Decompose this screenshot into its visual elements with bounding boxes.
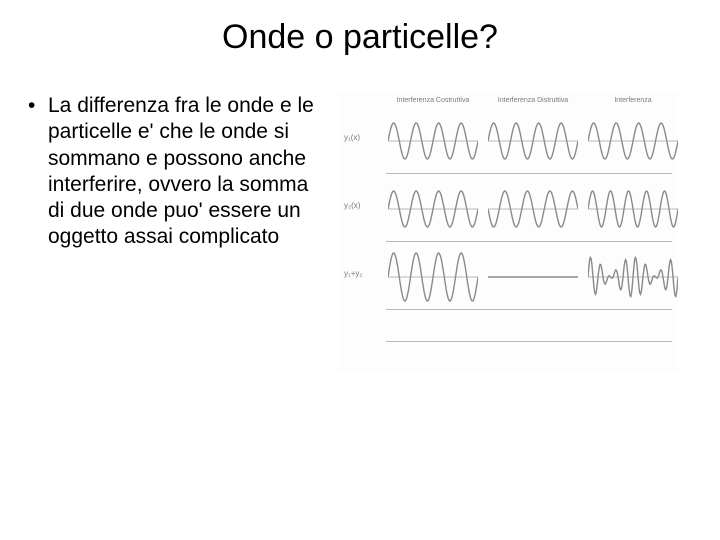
wave-panel	[388, 251, 478, 303]
figure-column-label: Interferenza	[588, 97, 678, 104]
bullet-text: La differenza fra le onde e le particell…	[48, 93, 328, 251]
content-area: • La differenza fra le onde e le partice…	[0, 93, 720, 373]
wave-panel	[488, 115, 578, 167]
wave-panel	[588, 251, 678, 303]
text-column: • La differenza fra le onde e le partice…	[28, 93, 338, 373]
figure-separator	[386, 241, 672, 242]
wave-panel	[588, 183, 678, 235]
figure-column-label: Interferenza Costruttiva	[388, 97, 478, 104]
wave-panel	[488, 183, 578, 235]
figure-column-label: Interferenza Distruttiva	[488, 97, 578, 104]
figure-row-label: y₁(x)	[344, 133, 384, 142]
figure-row-label: y₂(x)	[344, 201, 384, 210]
wave-figure: Interferenza Costruttiva Interferenza Dis…	[338, 93, 678, 373]
figure-separator	[386, 173, 672, 174]
wave-panel	[388, 183, 478, 235]
bullet-marker: •	[28, 93, 48, 251]
figure-separator	[386, 309, 672, 310]
figure-separator	[386, 341, 672, 342]
figure-row-label: y₁+y₂	[344, 269, 384, 278]
wave-panel	[388, 115, 478, 167]
slide-title: Onde o particelle?	[0, 0, 720, 57]
wave-panel	[488, 251, 578, 303]
wave-panel	[588, 115, 678, 167]
bullet-item: • La differenza fra le onde e le partice…	[28, 93, 328, 251]
